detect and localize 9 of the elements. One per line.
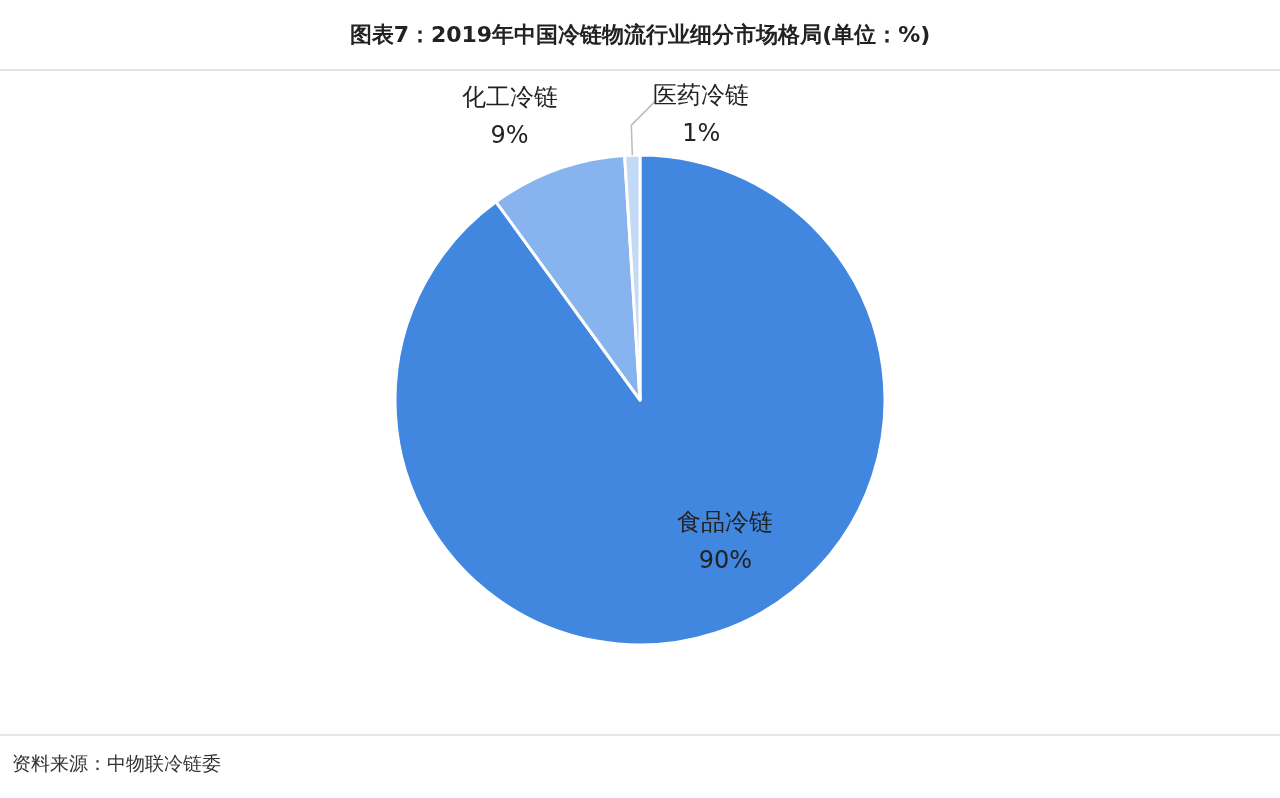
text: 资料来源：中物联冷链委 [12,752,221,774]
chart-title: 图表7：2019年中国冷链物流行业细分市场格局(单位：%) [349,22,931,47]
slice-label: 医药冷链 [653,81,750,110]
data-label: 1% [682,119,721,148]
pie-slice [393,153,887,647]
data-label: 9% [490,120,529,149]
slice-label: 食品冷链 [677,507,774,536]
data-label: 90% [698,545,753,574]
slice-label: 化工冷链 [461,82,558,111]
